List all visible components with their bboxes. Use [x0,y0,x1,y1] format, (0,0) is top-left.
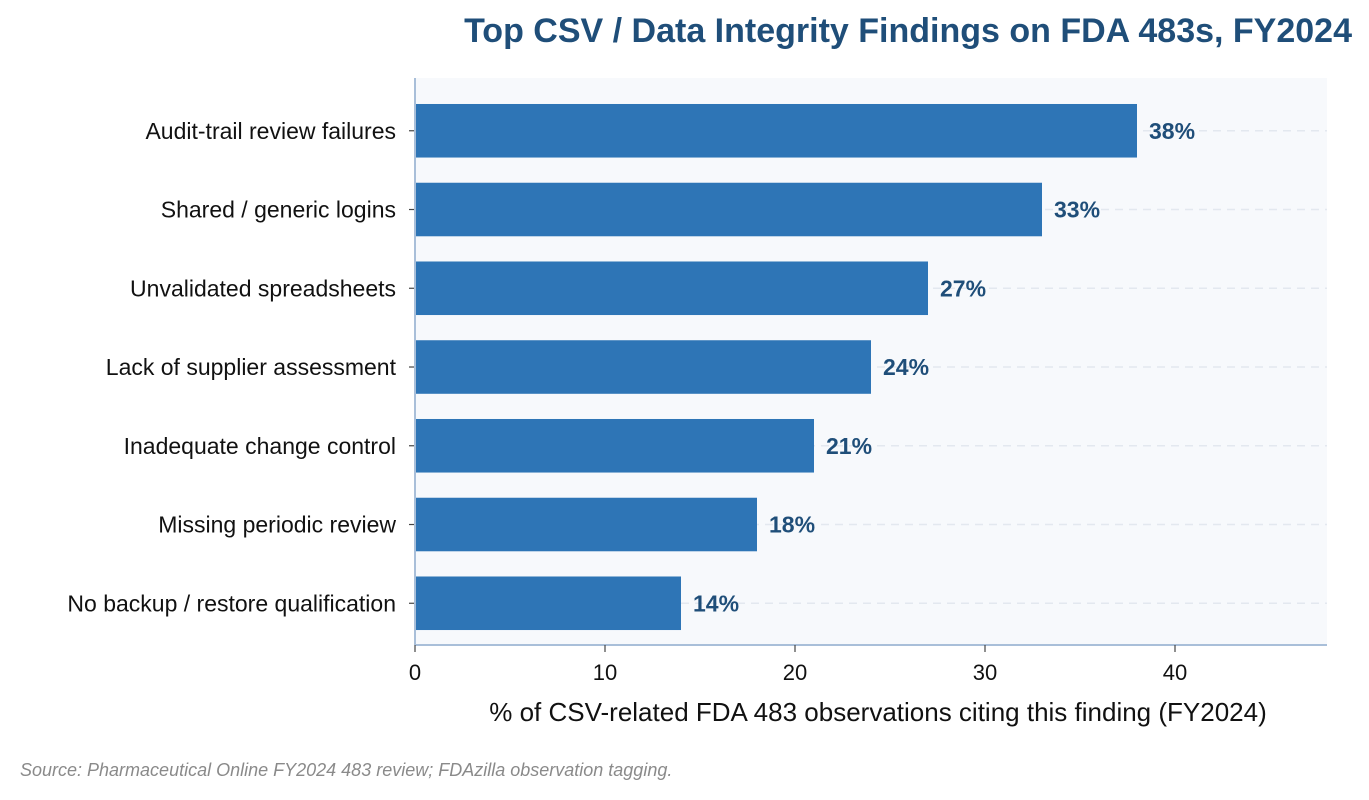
value-label: 27% [940,275,986,301]
x-tick-label: 40 [1163,660,1187,685]
bar [416,103,1137,158]
chart-title: Top CSV / Data Integrity Findings on FDA… [464,12,1352,50]
axes [409,78,1327,652]
category-label: Missing periodic review [158,512,396,538]
x-axis-label: % of CSV-related FDA 483 observations ci… [489,697,1267,727]
value-label: 38% [1149,118,1195,144]
value-label: 33% [1054,197,1100,223]
category-label: Shared / generic logins [161,197,396,223]
x-tick-label: 0 [409,660,421,685]
value-label: 18% [769,512,815,538]
x-tick-label: 30 [973,660,997,685]
category-label: Audit-trail review failures [145,118,396,144]
x-tick-label: 10 [593,660,617,685]
category-label: No backup / restore qualification [67,590,396,616]
source-note: Source: Pharmaceutical Online FY2024 483… [20,760,673,780]
value-label: 14% [693,590,739,616]
bar [416,340,871,394]
bar [416,576,681,631]
category-label: Lack of supplier assessment [106,354,397,380]
value-label: 21% [826,433,872,459]
category-label: Inadequate change control [124,433,396,459]
category-label: Unvalidated spreadsheets [130,275,396,301]
bar [416,497,757,552]
x-tick-label: 20 [783,660,807,685]
labels: 38% Audit-trail review failures 33% Shared … [67,118,1195,685]
bar [416,261,928,316]
bar [416,182,1042,237]
bars [416,103,1137,631]
value-label: 24% [883,354,929,380]
bar [416,418,814,473]
